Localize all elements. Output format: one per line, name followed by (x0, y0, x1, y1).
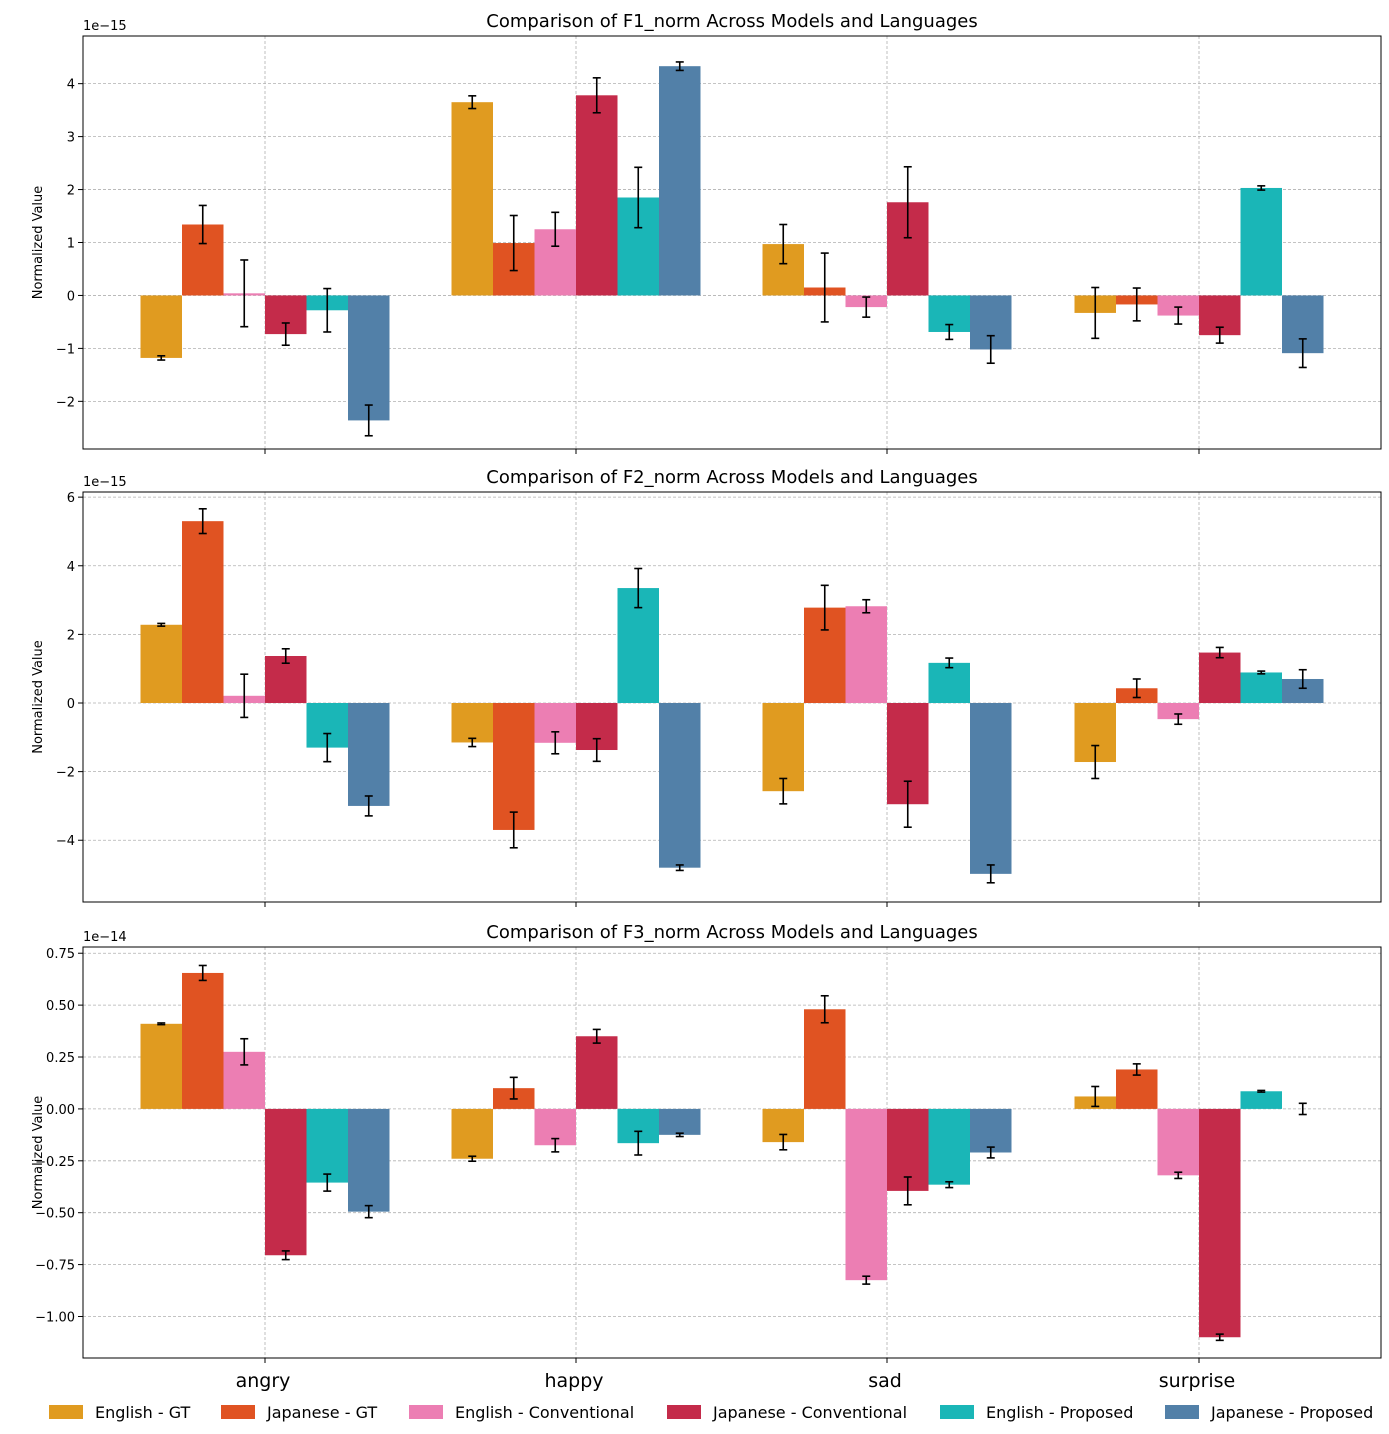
bar-english-conventional-sad (845, 606, 887, 704)
axes-frame (82, 491, 1382, 903)
legend: English - GT Japanese - GT English - Con… (49, 1403, 1373, 1422)
bar-english-gt-angry (140, 624, 182, 704)
y-axis-label: Normalized Value (31, 1096, 46, 1210)
legend-label-english-gt: English - GT (95, 1403, 191, 1422)
bar-japanese-conventional-happy (576, 1036, 618, 1109)
bar-english-conventional-surprise (1157, 703, 1199, 720)
bar-japanese-conventional-surprise (1199, 1108, 1241, 1338)
y-tick-label: −0.25 (35, 1155, 75, 1170)
bar-japanese-proposed-angry (348, 295, 390, 421)
x-tick-label-angry: angry (236, 1370, 291, 1392)
y-tick-label: 6 (67, 491, 75, 506)
chart-title: Comparison of F3_norm Across Models and … (486, 922, 977, 943)
bar-english-proposed-sad (928, 662, 970, 704)
y-tick-label: 4 (67, 78, 75, 93)
bar-japanese-proposed-angry (348, 703, 390, 806)
chart-title: Comparison of F1_norm Across Models and … (486, 11, 977, 32)
bar-english-proposed-surprise (1240, 187, 1282, 296)
chart-title: Comparison of F2_norm Across Models and … (486, 467, 977, 488)
chart-panel-1: −2 −1 0 1 2 3 4 1e−15 Comparison of F1_norm Acro… (31, 11, 1382, 454)
axes-frame (82, 35, 1382, 450)
bar-japanese-proposed-sad (970, 1108, 1012, 1153)
y-tick-label: −2 (56, 395, 75, 410)
legend-swatch-english-conventional (409, 1405, 443, 1419)
bar-japanese-proposed-sad (970, 703, 1012, 874)
legend-swatch-english-gt (49, 1405, 83, 1419)
bar-japanese-gt-angry (182, 972, 224, 1109)
y-tick-label: −1.00 (35, 1310, 75, 1325)
x-tick-label-surprise: surprise (1159, 1370, 1236, 1392)
y-tick-label: 1 (67, 237, 75, 252)
y-tick-label: −0.50 (35, 1207, 75, 1222)
y-tick-label: −1 (56, 342, 75, 357)
bar-english-conventional-sad (845, 1108, 887, 1281)
chart-panel-3: −1.00 −0.75 −0.50 −0.25 0.00 0.25 0.50 0.75 1e−1… (31, 922, 1382, 1392)
y-tick-label: 0.75 (46, 947, 75, 962)
legend-label-english-conventional: English - Conventional (455, 1403, 634, 1422)
legend-swatch-japanese-proposed (1165, 1405, 1199, 1419)
bar-japanese-proposed-happy (659, 1108, 701, 1135)
legend-label-japanese-conventional: Japanese - Conventional (712, 1403, 907, 1422)
chart-panel-2: −4 −2 0 2 4 6 1e−15 Comparison of F2_norm Acros… (31, 467, 1382, 907)
y-tick-label: −2 (56, 766, 75, 781)
bar-english-gt-happy (451, 1108, 493, 1159)
exponent-label: 1e−15 (83, 475, 127, 490)
y-tick-label: 0.00 (46, 1103, 75, 1118)
bar-japanese-proposed-happy (659, 66, 701, 296)
bar-japanese-conventional-surprise (1199, 652, 1241, 704)
x-tick-label-sad: sad (868, 1370, 902, 1392)
bar-english-gt-sad (762, 703, 804, 792)
exponent-label: 1e−15 (83, 19, 127, 34)
legend-swatch-japanese-gt (221, 1405, 255, 1419)
bar-english-proposed-sad (928, 1108, 970, 1185)
bar-japanese-conventional-angry (265, 1108, 307, 1256)
bar-english-gt-angry (140, 295, 182, 358)
legend-label-english-proposed: English - Proposed (986, 1403, 1133, 1422)
y-tick-label: −4 (56, 834, 75, 849)
y-tick-label: 0 (67, 697, 75, 712)
bar-english-proposed-surprise (1240, 1091, 1282, 1109)
bar-japanese-gt-surprise (1116, 1069, 1158, 1109)
legend-label-japanese-proposed: Japanese - Proposed (1210, 1403, 1373, 1422)
x-tick-label-happy: happy (544, 1370, 603, 1392)
y-tick-label: 3 (67, 131, 75, 146)
y-axis-label: Normalized Value (31, 640, 46, 754)
bar-japanese-gt-angry (182, 521, 224, 704)
bar-english-gt-happy (451, 703, 493, 743)
legend-label-japanese-gt: Japanese - GT (266, 1403, 377, 1422)
y-tick-label: 0 (67, 289, 75, 304)
bar-english-gt-angry (140, 1023, 182, 1109)
y-tick-label: 4 (67, 560, 75, 575)
legend-swatch-english-proposed (940, 1405, 974, 1419)
bar-japanese-proposed-happy (659, 703, 701, 868)
bar-english-gt-happy (451, 102, 493, 296)
y-tick-label: 0.50 (46, 999, 75, 1014)
legend-swatch-japanese-conventional (667, 1405, 701, 1419)
bar-english-proposed-surprise (1240, 672, 1282, 704)
bar-japanese-proposed-angry (348, 1108, 390, 1212)
bar-english-proposed-angry (306, 1108, 348, 1183)
y-tick-label: 2 (67, 184, 75, 199)
y-axis-label: Normalized Value (31, 186, 46, 300)
bar-japanese-gt-happy (493, 703, 535, 830)
bar-japanese-gt-sad (804, 1009, 846, 1109)
y-tick-label: −0.75 (35, 1259, 75, 1274)
bar-english-conventional-surprise (1157, 1108, 1199, 1176)
y-tick-label: 2 (67, 628, 75, 643)
bar-japanese-conventional-happy (576, 95, 618, 296)
axes-frame (82, 946, 1382, 1359)
exponent-label: 1e−14 (83, 930, 127, 945)
bar-english-conventional-surprise (1157, 295, 1199, 316)
y-tick-label: 0.25 (46, 1051, 75, 1066)
